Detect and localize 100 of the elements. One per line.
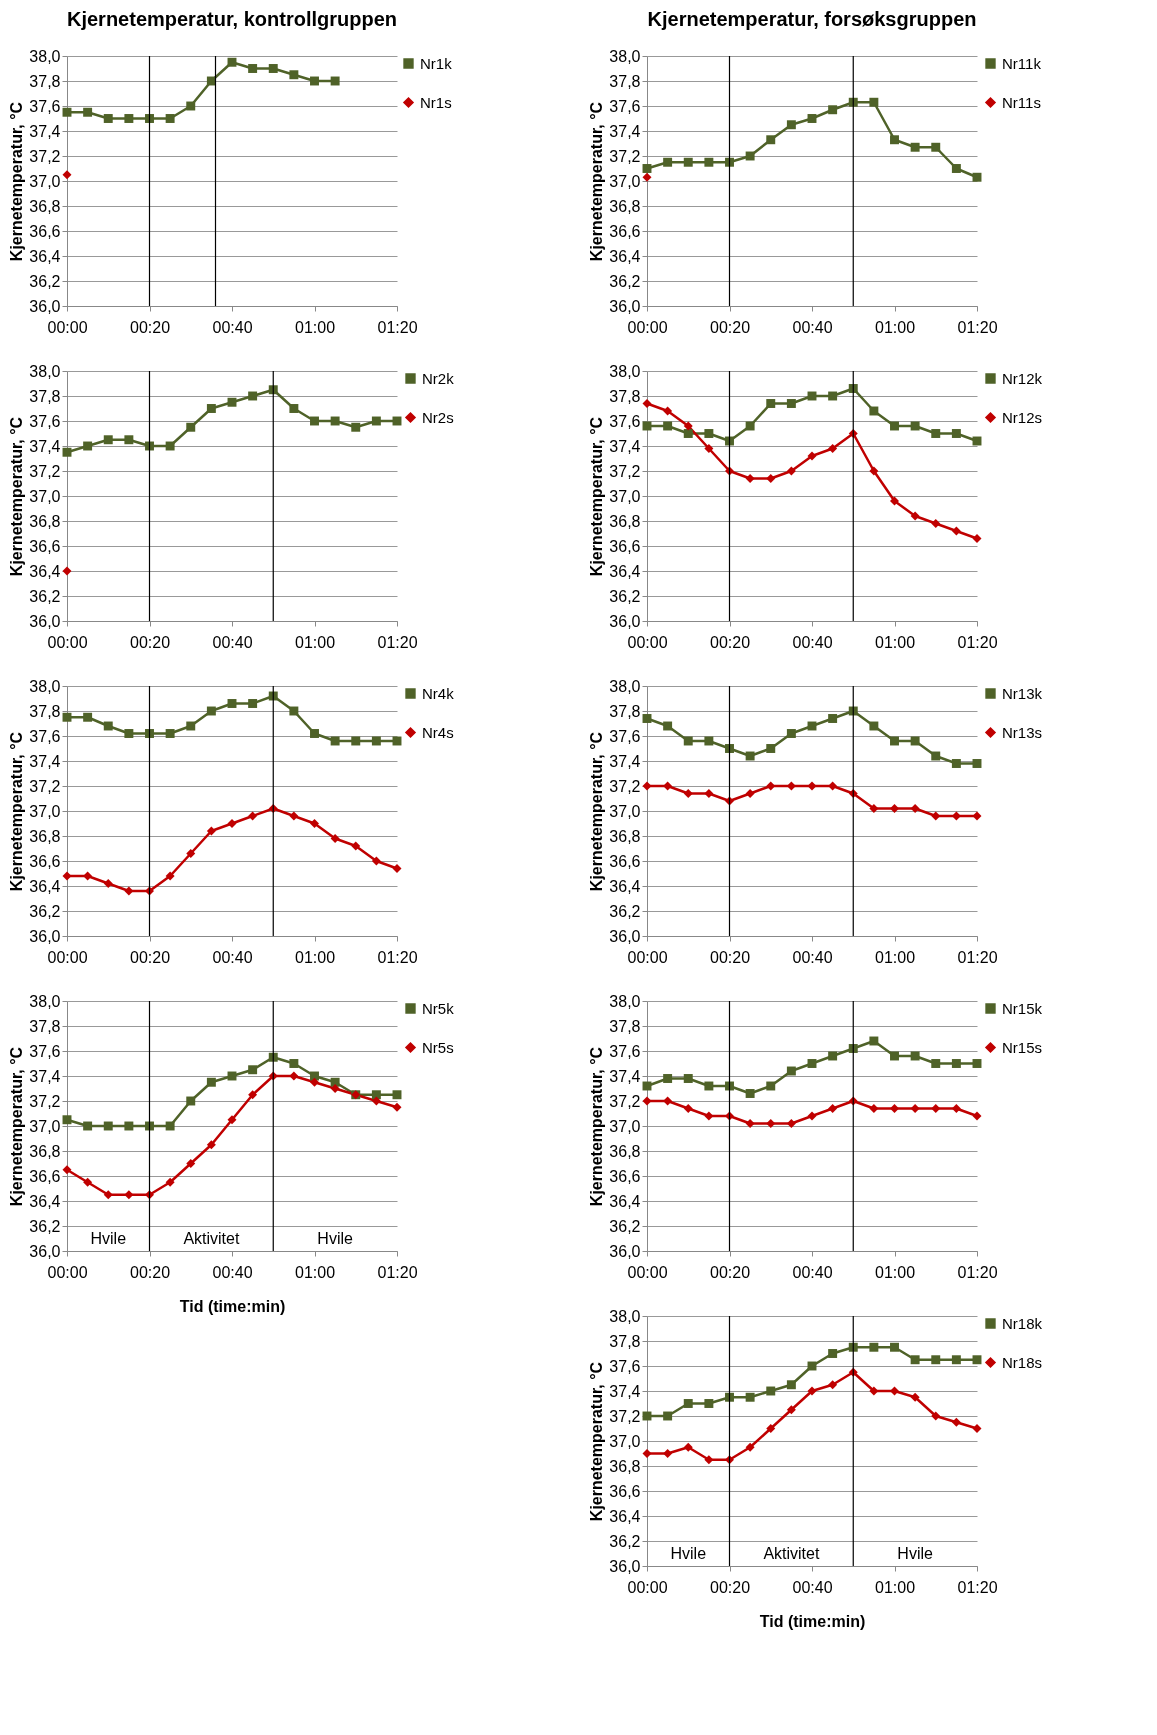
point [330,834,340,843]
x-tick-label: 01:20 [957,318,998,336]
point [371,1090,381,1100]
y-tick-label: 38,0 [609,992,641,1010]
point [704,1399,714,1408]
chart-title: Kjernetemperatur, kontrollgruppen [66,8,398,30]
point [83,1121,93,1131]
x-tick-label: 01:20 [377,948,418,966]
point [165,1177,175,1187]
point [786,1066,796,1076]
x-tick-label: 00:20 [129,633,171,651]
point [663,1074,673,1083]
point [124,435,134,445]
x-tick-label: 00:20 [129,1263,171,1281]
point [828,1104,838,1113]
point [910,142,920,152]
point [786,1380,796,1390]
y-tick-label: 37,4 [29,752,61,770]
x-tick-label: 01:20 [377,318,418,336]
y-tick-label: 37,8 [609,702,641,720]
point [103,721,113,731]
point [206,404,216,413]
y-tick-label: 37,0 [609,487,641,505]
point [745,1442,755,1452]
point [828,1051,838,1061]
y-tick-label: 36,4 [29,877,61,895]
point [951,429,961,438]
y-tick-label: 37,8 [609,387,641,405]
y-tick-label: 37,8 [609,72,641,90]
y-tick-label: 36,2 [29,902,61,920]
point [62,447,72,457]
point [931,1104,941,1113]
point [869,721,879,731]
annotation: Hvile [670,1545,707,1562]
point [869,1104,879,1113]
y-tick-label: 37,8 [29,387,61,405]
point [931,519,941,528]
point [663,721,673,731]
point [83,712,93,722]
y-tick-label: 36,4 [609,1507,641,1525]
point [83,1177,93,1187]
y-tick-label: 37,6 [609,97,641,115]
point [663,406,673,416]
point [62,1165,72,1175]
y-tick-label: 36,4 [29,562,61,580]
point [289,811,299,821]
point [330,736,340,746]
point [766,1386,776,1396]
point [165,114,175,123]
y-tick-label: 37,0 [609,1117,641,1135]
x-tick-label: 01:20 [957,1263,998,1281]
point [206,826,216,836]
legend-label: Nr11k [1002,54,1042,72]
legend-label: Nr5s [422,1038,454,1056]
legend-label: Nr4k [422,684,455,702]
y-tick-label: 37,6 [609,1042,641,1060]
point [248,64,258,73]
point [786,399,796,408]
y-tick-label: 37,2 [29,147,61,165]
y-tick-label: 37,2 [609,1092,641,1110]
point [289,706,299,716]
y-axis-title: Kjernetemperatur, °C [8,731,26,892]
y-tick-label: 37,0 [29,802,61,820]
point [103,1190,113,1200]
annotation: Hvile [897,1545,934,1562]
point [786,120,796,130]
x-tick-label: 01:00 [874,1578,916,1596]
y-tick-label: 37,4 [609,122,641,140]
x-tick-label: 00:40 [212,1263,253,1281]
x-tick-label: 00:20 [129,318,171,336]
point [972,1111,982,1121]
point [683,789,693,798]
point [972,759,982,768]
legend-label: Nr5k [422,999,455,1017]
point [330,76,340,86]
point [910,1392,920,1402]
annotation: Aktivitet [183,1230,240,1247]
point [931,1355,941,1365]
point [807,1386,817,1396]
point [931,1411,941,1421]
point [931,142,941,152]
point [704,1455,714,1465]
point [683,429,693,438]
point [83,441,93,451]
x-tick-label: 00:20 [709,633,751,651]
y-tick-label: 37,4 [29,1067,61,1085]
annotation: Hvile [90,1230,127,1247]
point [642,714,652,723]
point [766,1424,776,1433]
y-tick-label: 37,4 [609,1067,641,1085]
point [103,879,113,888]
y-tick-label: 37,4 [609,437,641,455]
point [248,811,258,821]
point [663,781,673,791]
point [683,157,693,167]
annotation: Aktivitet [763,1545,820,1562]
y-tick-label: 36,0 [609,927,641,945]
y-tick-label: 36,4 [609,1192,641,1210]
point [890,1104,899,1113]
y-tick-label: 37,2 [609,147,641,165]
